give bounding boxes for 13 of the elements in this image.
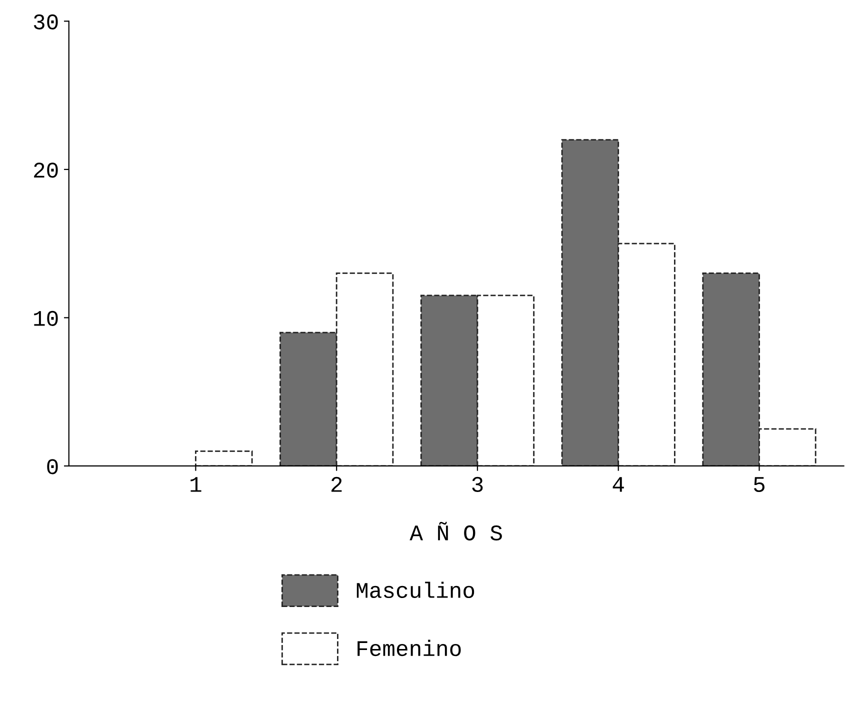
x-tick-label: 5 [754, 477, 764, 492]
y-tick-label: 10 [34, 310, 58, 326]
y-tick-label: 20 [34, 162, 58, 178]
legend-label: Masculino [356, 582, 474, 598]
x-tick-label: 4 [612, 477, 624, 492]
x-axis-title: A Ñ O S [410, 522, 502, 540]
x-tick-label: 1 [190, 477, 202, 492]
x-tick-label: 3 [472, 476, 483, 492]
y-tick-label: 0 [47, 459, 58, 474]
bar [194, 450, 253, 466]
legend-label: Femenino [358, 640, 461, 656]
y-tick-label: 30 [34, 14, 58, 30]
x-tick-label: 2 [331, 476, 342, 492]
